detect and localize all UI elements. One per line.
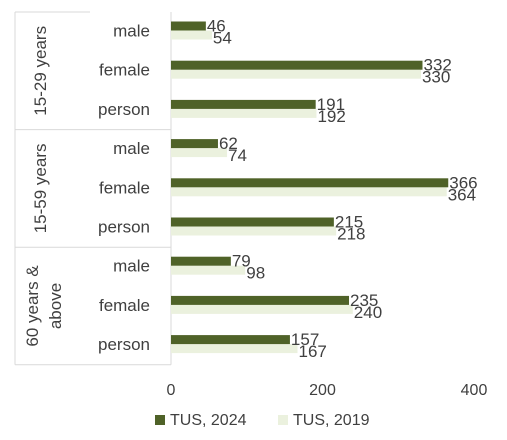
bar-2024 [171, 21, 206, 31]
group-label: 60 years & [23, 265, 42, 347]
legend-swatch [155, 415, 165, 425]
bar-2019 [171, 69, 421, 79]
bar-2019 [171, 265, 246, 275]
category-label: person [98, 335, 150, 354]
data-label-2019: 98 [246, 264, 265, 283]
category-label: person [98, 218, 150, 237]
bar-2024 [171, 99, 316, 109]
category-label: male [113, 257, 150, 276]
bar-2024 [171, 178, 449, 188]
group-label: 15-29 years [31, 26, 50, 116]
data-label-2019: 240 [354, 303, 382, 322]
bar-2019 [171, 108, 317, 118]
category-label: male [113, 22, 150, 41]
bar-2024 [171, 217, 334, 227]
data-label-2024: 235 [350, 291, 378, 310]
group-label: 15-59 years [31, 144, 50, 234]
data-label-2024: 62 [219, 134, 238, 153]
data-label-2019: 364 [448, 185, 476, 204]
bar-2019 [171, 344, 298, 354]
legend-swatch [278, 415, 288, 425]
data-label-2024: 332 [423, 56, 451, 75]
category-label: female [99, 61, 150, 80]
x-tick-label: 200 [309, 382, 336, 399]
legend-label: TUS, 2019 [293, 412, 370, 429]
bar-2019 [171, 148, 228, 158]
data-label-2024: 157 [291, 330, 319, 349]
data-label-2024: 191 [317, 95, 345, 114]
bar-2024 [171, 335, 290, 345]
data-label-2019: 54 [213, 29, 232, 48]
bar-2019 [171, 187, 447, 197]
data-label-2024: 79 [232, 252, 251, 271]
bar-2019 [171, 304, 353, 314]
bar-2024 [171, 295, 350, 305]
legend-label: TUS, 2024 [170, 412, 247, 429]
category-label: male [113, 139, 150, 158]
bar-2019 [171, 226, 337, 236]
bar-2024 [171, 139, 218, 149]
bar-2019 [171, 30, 212, 40]
category-label: female [99, 178, 150, 197]
data-label-2019: 74 [228, 146, 247, 165]
data-label-2024: 215 [335, 213, 363, 232]
data-label-2019: 330 [422, 68, 450, 87]
data-label-2024: 366 [449, 173, 477, 192]
data-label-2019: 167 [299, 342, 327, 361]
category-label: female [99, 296, 150, 315]
group-label: above [46, 283, 65, 329]
data-label-2019: 192 [317, 107, 345, 126]
bar-2024 [171, 256, 231, 266]
category-label: person [98, 100, 150, 119]
data-label-2019: 218 [337, 225, 365, 244]
x-tick-label: 0 [167, 382, 176, 399]
data-label-2024: 46 [207, 17, 226, 36]
bar-2024 [171, 60, 423, 70]
x-tick-label: 400 [461, 382, 488, 399]
